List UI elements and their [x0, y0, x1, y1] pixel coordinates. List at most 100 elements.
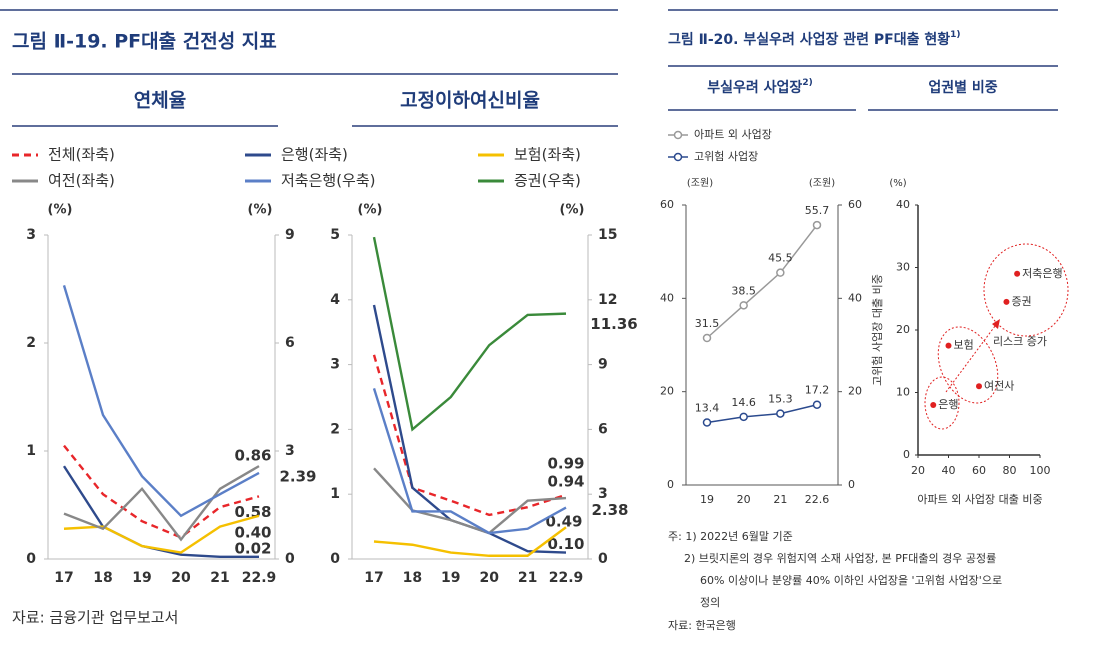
point-label: 보험 — [954, 339, 974, 352]
figure-title-text: 그림 Ⅱ-20. 부실우려 사업장 관련 PF대출 현황 — [668, 31, 950, 48]
y2-tick-label: 9 — [598, 357, 608, 373]
chart-title: 고정이하여신비율 — [400, 90, 540, 112]
y2-tick-label: 20 — [848, 385, 862, 398]
point-marker — [702, 333, 712, 343]
note: 2) 브릿지론의 경우 위험지역 소재 사업장, 본 PF대출의 경우 공정률 — [684, 552, 996, 565]
legend-label: 은행(좌축) — [281, 146, 348, 164]
data-label: 0.10 — [547, 535, 584, 553]
note: 60% 이상이나 분양률 40% 이하인 사업장을 '고위험 사업장'으로 — [700, 573, 1002, 587]
data-label: 0.49 — [545, 513, 582, 531]
y2-tick-label: 15 — [598, 227, 617, 243]
arrow-head — [992, 319, 1000, 329]
y-tick-label: 1 — [26, 443, 36, 459]
data-label: 0.94 — [547, 473, 584, 491]
legend-label: 고위험 사업장 — [694, 150, 758, 163]
y-tick-label: 0 — [903, 448, 910, 461]
axis-unit: (조원) — [809, 177, 835, 189]
scatter-decoration — [924, 243, 1069, 430]
line-series — [63, 514, 260, 554]
y2-tick-label: 6 — [598, 421, 608, 437]
data-label: 0.02 — [234, 539, 271, 557]
legend-label: 여전(좌축) — [48, 172, 115, 190]
data-label: 14.6 — [731, 396, 756, 409]
point-marker — [739, 412, 748, 422]
data-label: 0.86 — [234, 447, 271, 465]
x-tick-label: 20 — [737, 493, 751, 506]
data-label: 17.2 — [805, 384, 830, 397]
data-label: 2.38 — [591, 501, 628, 519]
line-series — [706, 404, 818, 424]
data-label: 11.36 — [590, 315, 637, 333]
line-series — [373, 467, 567, 535]
x-tick-label: 22.9 — [549, 570, 584, 586]
axis-unit: (조원) — [687, 177, 713, 189]
point-label: 증권 — [1011, 295, 1031, 308]
data-label: 0.99 — [547, 454, 584, 472]
scatter-point — [930, 402, 937, 408]
point-marker — [812, 220, 822, 230]
data-label: 55.7 — [805, 204, 830, 217]
annotation: 리스크 증가 — [993, 335, 1047, 348]
y-axis-label: 고위험 사업장 대출 비중 — [871, 274, 884, 386]
y-tick-label: 5 — [330, 227, 340, 243]
legend-label: 저축은행(우축) — [281, 172, 376, 190]
legend-marker — [673, 152, 683, 162]
x-tick-label: 19 — [441, 570, 460, 586]
y-tick-label: 4 — [330, 292, 340, 308]
y-tick-label: 0 — [667, 478, 674, 491]
y-tick-label: 10 — [896, 386, 910, 399]
x-tick-label: 40 — [942, 464, 956, 477]
chart-title: 업권별 비중 — [928, 79, 997, 96]
y2-tick-label: 60 — [848, 198, 862, 211]
group-ellipse — [937, 326, 999, 404]
figure-title: 그림 Ⅱ-20. 부실우려 사업장 관련 PF대출 현황1) — [668, 30, 961, 49]
x-axis-label: 아파트 외 사업장 대출 비중 — [917, 493, 1042, 506]
x-tick-label: 100 — [1030, 464, 1051, 477]
y-tick-label: 3 — [330, 357, 340, 373]
axis-unit: (%) — [48, 203, 73, 218]
line-series — [373, 526, 567, 557]
scatter-point — [1003, 298, 1010, 305]
y2-tick-label: 9 — [285, 227, 295, 243]
line-series — [62, 465, 259, 559]
x-tick-label: 20 — [911, 464, 925, 477]
y-tick-label: 1 — [330, 486, 340, 502]
point-label: 저축은행 — [1022, 267, 1062, 280]
scatter-point — [976, 383, 982, 390]
x-tick-label: 18 — [93, 570, 112, 586]
data-label: 0.58 — [234, 503, 271, 521]
data-label: 45.5 — [768, 252, 793, 265]
line-series — [372, 388, 567, 535]
group-ellipse — [924, 376, 960, 430]
y2-tick-label: 12 — [598, 292, 617, 308]
chart-title-text: 부실우려 사업장 — [707, 79, 802, 96]
y-tick-label: 60 — [660, 198, 674, 211]
y-tick-label: 40 — [896, 198, 910, 211]
y-tick-label: 30 — [896, 261, 910, 274]
y2-tick-label: 3 — [598, 486, 608, 502]
x-tick-label: 21 — [773, 493, 787, 506]
axis-unit: (%) — [560, 203, 585, 218]
legend-label: 보험(좌축) — [514, 146, 581, 164]
source: 자료: 한국은행 — [668, 619, 736, 632]
line-series — [372, 354, 567, 517]
chart-title: 연체율 — [134, 90, 186, 112]
legend-label: 전체(좌축) — [48, 146, 115, 164]
y-tick-label: 2 — [26, 335, 36, 351]
x-tick-label: 22.9 — [242, 570, 277, 586]
data-label: 15.3 — [768, 393, 793, 406]
footnote-mark: 2) — [802, 78, 812, 88]
legend-marker — [673, 130, 683, 140]
y-tick-label: 40 — [660, 291, 674, 304]
point-label: 여전사 — [984, 379, 1014, 392]
x-tick-label: 19 — [132, 570, 151, 586]
y-tick-label: 0 — [26, 551, 36, 567]
line-series — [63, 465, 260, 542]
line-series — [372, 236, 567, 432]
source: 자료: 금융기관 업무보고서 — [12, 609, 178, 627]
line-series — [63, 444, 260, 539]
point-marker — [739, 301, 748, 310]
line-series — [62, 285, 260, 518]
x-tick-label: 17 — [54, 570, 73, 586]
data-label: 13.4 — [695, 401, 720, 414]
